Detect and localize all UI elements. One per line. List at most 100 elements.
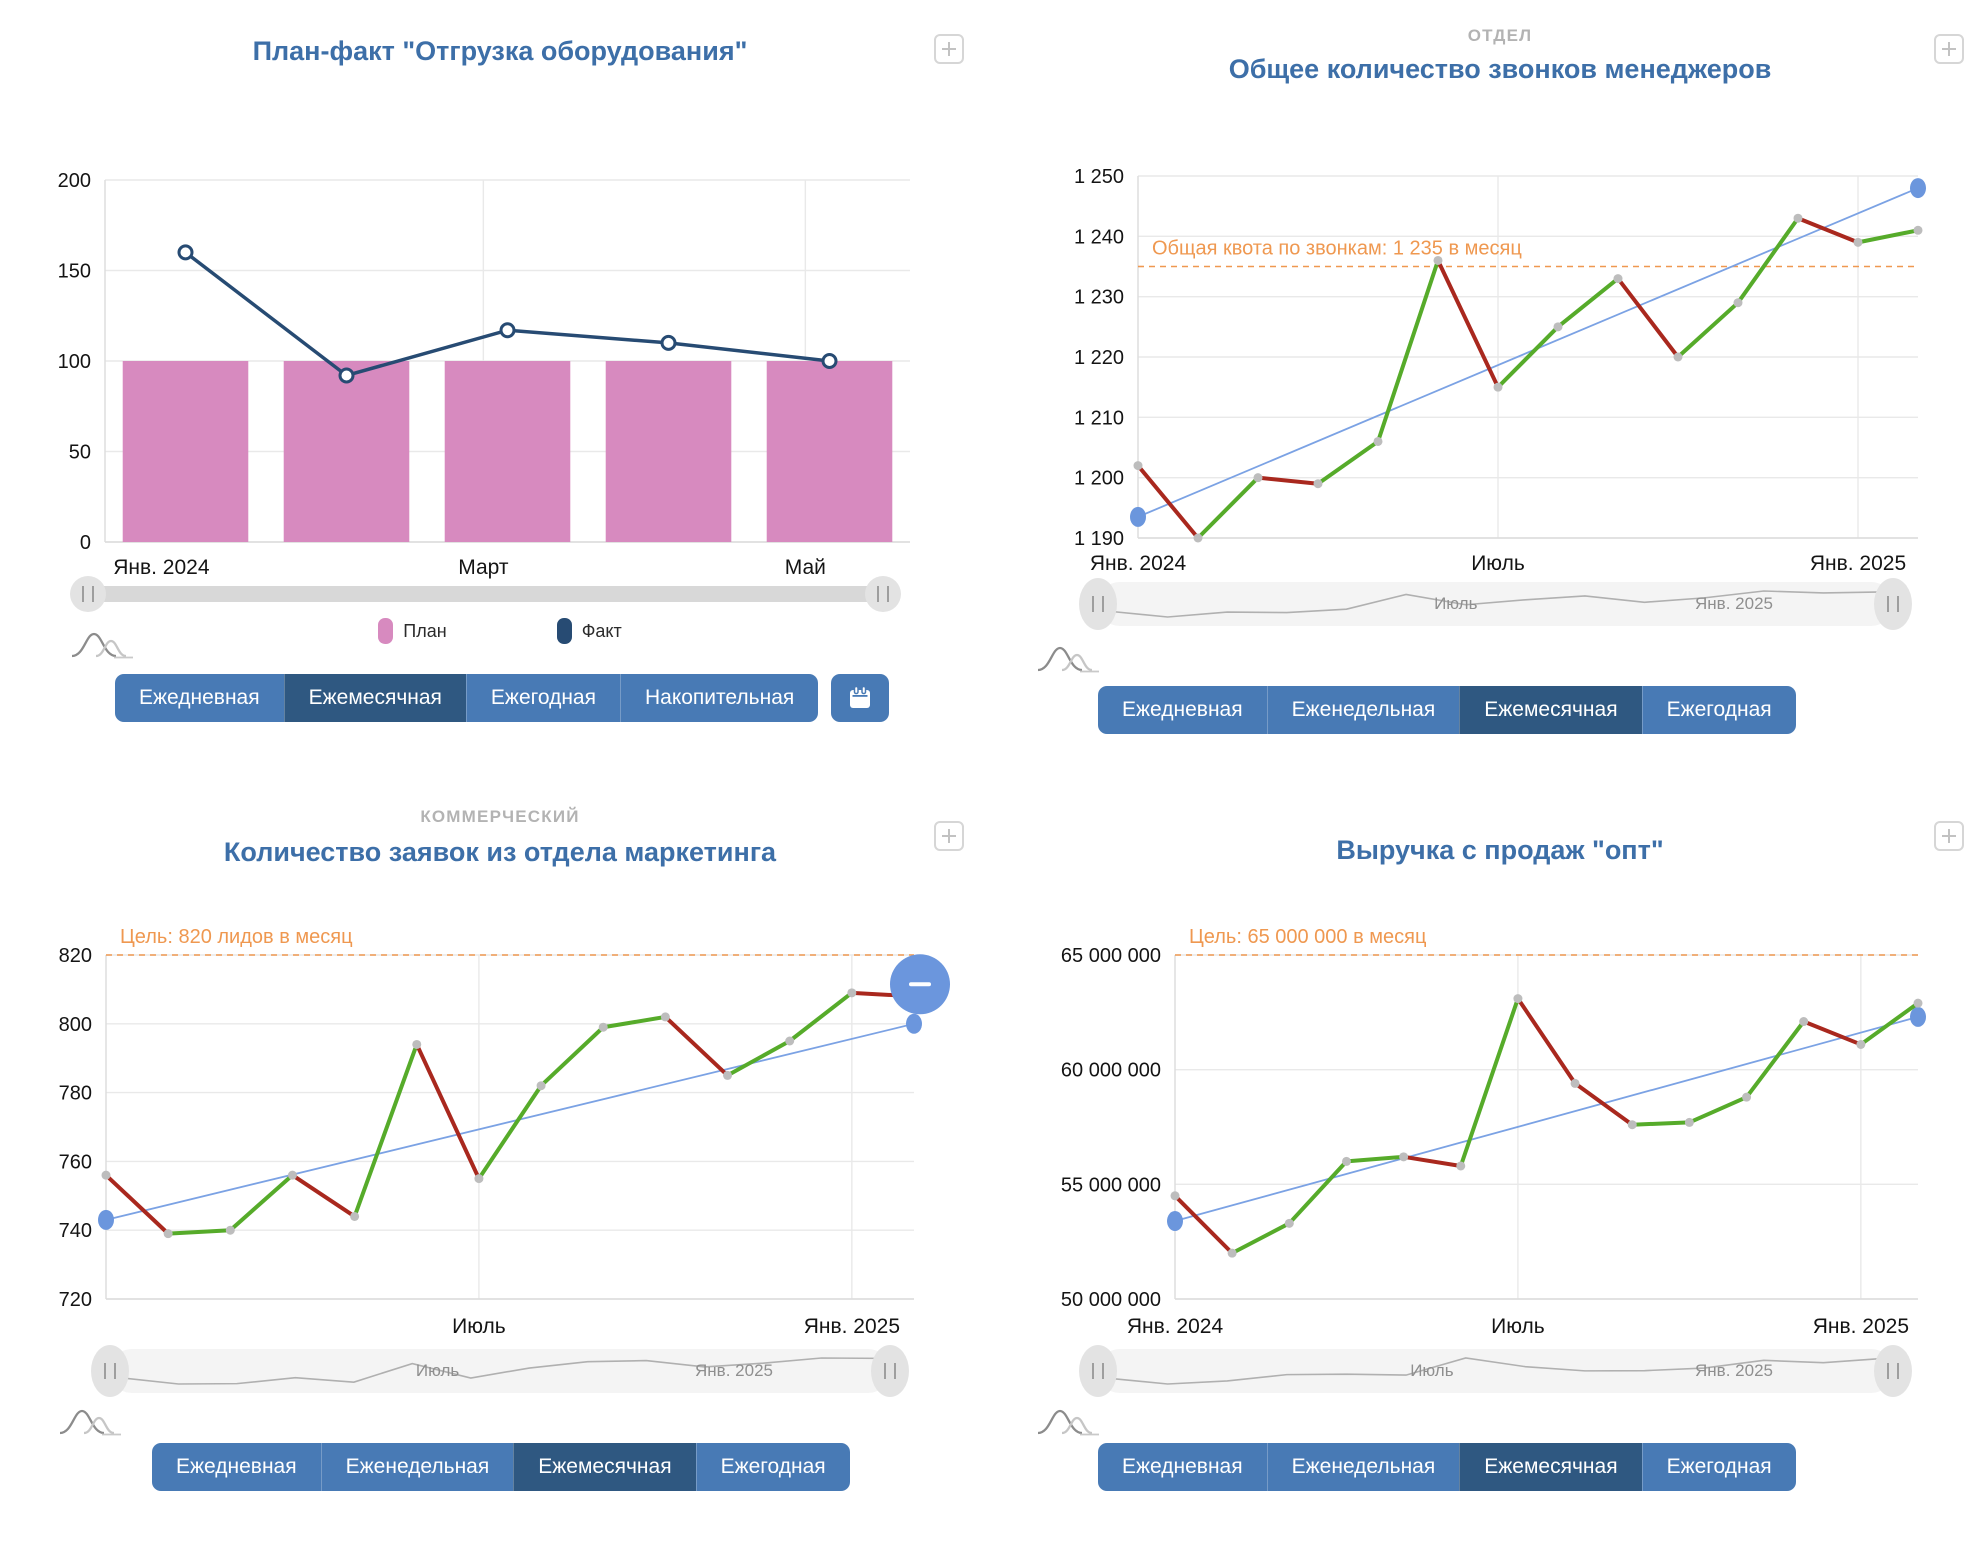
period-button-active[interactable]: Ежемесячная <box>283 674 466 722</box>
data-point[interactable] <box>1193 533 1203 543</box>
plan-bar[interactable] <box>766 361 893 542</box>
expand-icon[interactable] <box>1934 34 1964 64</box>
data-point[interactable] <box>338 367 355 384</box>
distribution-curve-icon[interactable] <box>70 630 136 665</box>
period-button-option[interactable]: Еженедельная <box>1266 686 1460 734</box>
data-point[interactable] <box>1853 237 1863 247</box>
calendar-button[interactable] <box>831 674 890 722</box>
slider-range-label: Янв. 2025 <box>1695 1361 1773 1380</box>
data-point[interactable] <box>1627 1120 1637 1130</box>
slider-track[interactable]: Июль Янв. 2025 <box>110 1349 890 1393</box>
chart-canvas[interactable]: 200 150 100 50 0 Янв. 2024 Март Май <box>30 118 970 590</box>
chart-canvas[interactable]: 820 800 780 760 740 720 Июль Янв. 2025 Цель: 820… <box>30 905 970 1357</box>
slider-handle-right[interactable] <box>1874 1345 1912 1397</box>
period-button-option[interactable]: Еженедельная <box>320 1443 514 1491</box>
period-button-option[interactable]: Еженедельная <box>1266 1443 1460 1491</box>
slider-handle-right[interactable] <box>871 1345 909 1397</box>
data-point[interactable] <box>1433 255 1443 265</box>
data-point[interactable] <box>163 1229 173 1239</box>
data-point[interactable] <box>287 1170 297 1180</box>
slider-track[interactable]: Июль Янв. 2025 <box>1098 1349 1893 1393</box>
period-button-option[interactable]: Ежегодная <box>465 674 620 722</box>
data-point[interactable] <box>1284 1218 1294 1228</box>
data-point[interactable] <box>1553 322 1563 332</box>
data-point[interactable] <box>499 322 516 339</box>
slider-handle-left[interactable] <box>91 1345 129 1397</box>
data-point[interactable] <box>1373 436 1383 446</box>
data-point[interactable] <box>1493 382 1503 392</box>
data-point[interactable] <box>1913 998 1923 1008</box>
data-point[interactable] <box>598 1022 608 1032</box>
data-point[interactable] <box>660 334 677 351</box>
data-point[interactable] <box>1684 1117 1694 1127</box>
data-point[interactable] <box>1513 994 1523 1004</box>
data-point[interactable] <box>1399 1152 1409 1162</box>
data-point[interactable] <box>821 353 838 369</box>
data-point[interactable] <box>1456 1161 1466 1171</box>
data-point[interactable] <box>1170 1191 1180 1201</box>
data-point[interactable] <box>1733 298 1743 308</box>
data-point[interactable] <box>1613 274 1623 284</box>
data-point[interactable] <box>1253 473 1263 483</box>
plan-bar[interactable] <box>122 361 249 542</box>
expand-icon[interactable] <box>934 821 964 851</box>
plan-bar[interactable] <box>444 361 571 542</box>
period-button-option[interactable]: Ежегодная <box>695 1443 850 1491</box>
period-button-active[interactable]: Ежемесячная <box>1459 1443 1642 1491</box>
period-button-option[interactable]: Накопительная <box>619 674 819 722</box>
data-point[interactable] <box>723 1070 733 1080</box>
period-button-active[interactable]: Ежемесячная <box>513 1443 696 1491</box>
data-point[interactable] <box>350 1211 360 1221</box>
period-button-option[interactable]: Ежедневная <box>152 1443 321 1491</box>
distribution-curve-icon[interactable] <box>58 1407 124 1442</box>
slider-track[interactable]: Июль Янв. 2025 <box>1098 582 1893 626</box>
slider-track[interactable] <box>88 586 883 602</box>
expand-icon[interactable] <box>1934 821 1964 851</box>
legend-item[interactable]: Факт <box>556 618 622 644</box>
data-point[interactable] <box>1570 1078 1580 1088</box>
data-point[interactable] <box>1799 1017 1809 1027</box>
slider-handle-left[interactable] <box>70 576 106 612</box>
data-point[interactable] <box>101 1170 111 1180</box>
data-point[interactable] <box>1133 461 1143 471</box>
period-button-option[interactable]: Ежедневная <box>1098 1443 1267 1491</box>
distribution-curve-icon[interactable] <box>1036 1407 1102 1442</box>
expand-icon[interactable] <box>934 34 964 64</box>
data-point[interactable] <box>1742 1092 1752 1102</box>
data-point[interactable] <box>1793 213 1803 223</box>
slider-handle-left[interactable] <box>1079 578 1117 630</box>
series-segment <box>663 1014 730 1078</box>
chart-title: План-факт "Отгрузка оборудования" <box>252 36 748 66</box>
distribution-curve-icon[interactable] <box>1036 644 1102 679</box>
data-point[interactable] <box>1341 1156 1351 1166</box>
period-button-option[interactable]: Ежедневная <box>1098 686 1267 734</box>
data-point[interactable] <box>474 1174 484 1184</box>
data-point[interactable] <box>660 1012 670 1022</box>
slider-handle-left[interactable] <box>1079 1345 1117 1397</box>
period-button-option[interactable]: Ежегодная <box>1641 1443 1796 1491</box>
data-point[interactable] <box>225 1225 235 1235</box>
series-segment <box>1573 1081 1635 1127</box>
period-button-active[interactable]: Ежемесячная <box>1459 686 1642 734</box>
legend-item[interactable]: План <box>378 618 447 644</box>
series-segment <box>1796 216 1860 245</box>
data-point[interactable] <box>536 1081 546 1091</box>
data-point[interactable] <box>412 1039 422 1049</box>
data-point[interactable] <box>1856 1039 1866 1049</box>
slider-handle-right[interactable] <box>865 576 901 612</box>
period-button-option[interactable]: Ежедневная <box>115 674 284 722</box>
data-point[interactable] <box>1313 479 1323 489</box>
data-point[interactable] <box>1227 1248 1237 1258</box>
data-point[interactable] <box>177 244 194 261</box>
data-point[interactable] <box>1913 225 1923 235</box>
plan-bar[interactable] <box>605 361 732 542</box>
data-point[interactable] <box>785 1036 795 1046</box>
data-point[interactable] <box>847 988 857 998</box>
slider-handle-right[interactable] <box>1874 578 1912 630</box>
y-tick-label: 1 240 <box>1074 226 1124 248</box>
period-button-option[interactable]: Ежегодная <box>1641 686 1796 734</box>
plan-bar[interactable] <box>283 361 410 542</box>
data-point[interactable] <box>1673 352 1683 362</box>
chart-canvas[interactable]: 65 000 000 60 000 000 55 000 000 50 000 000… <box>1030 905 1966 1357</box>
